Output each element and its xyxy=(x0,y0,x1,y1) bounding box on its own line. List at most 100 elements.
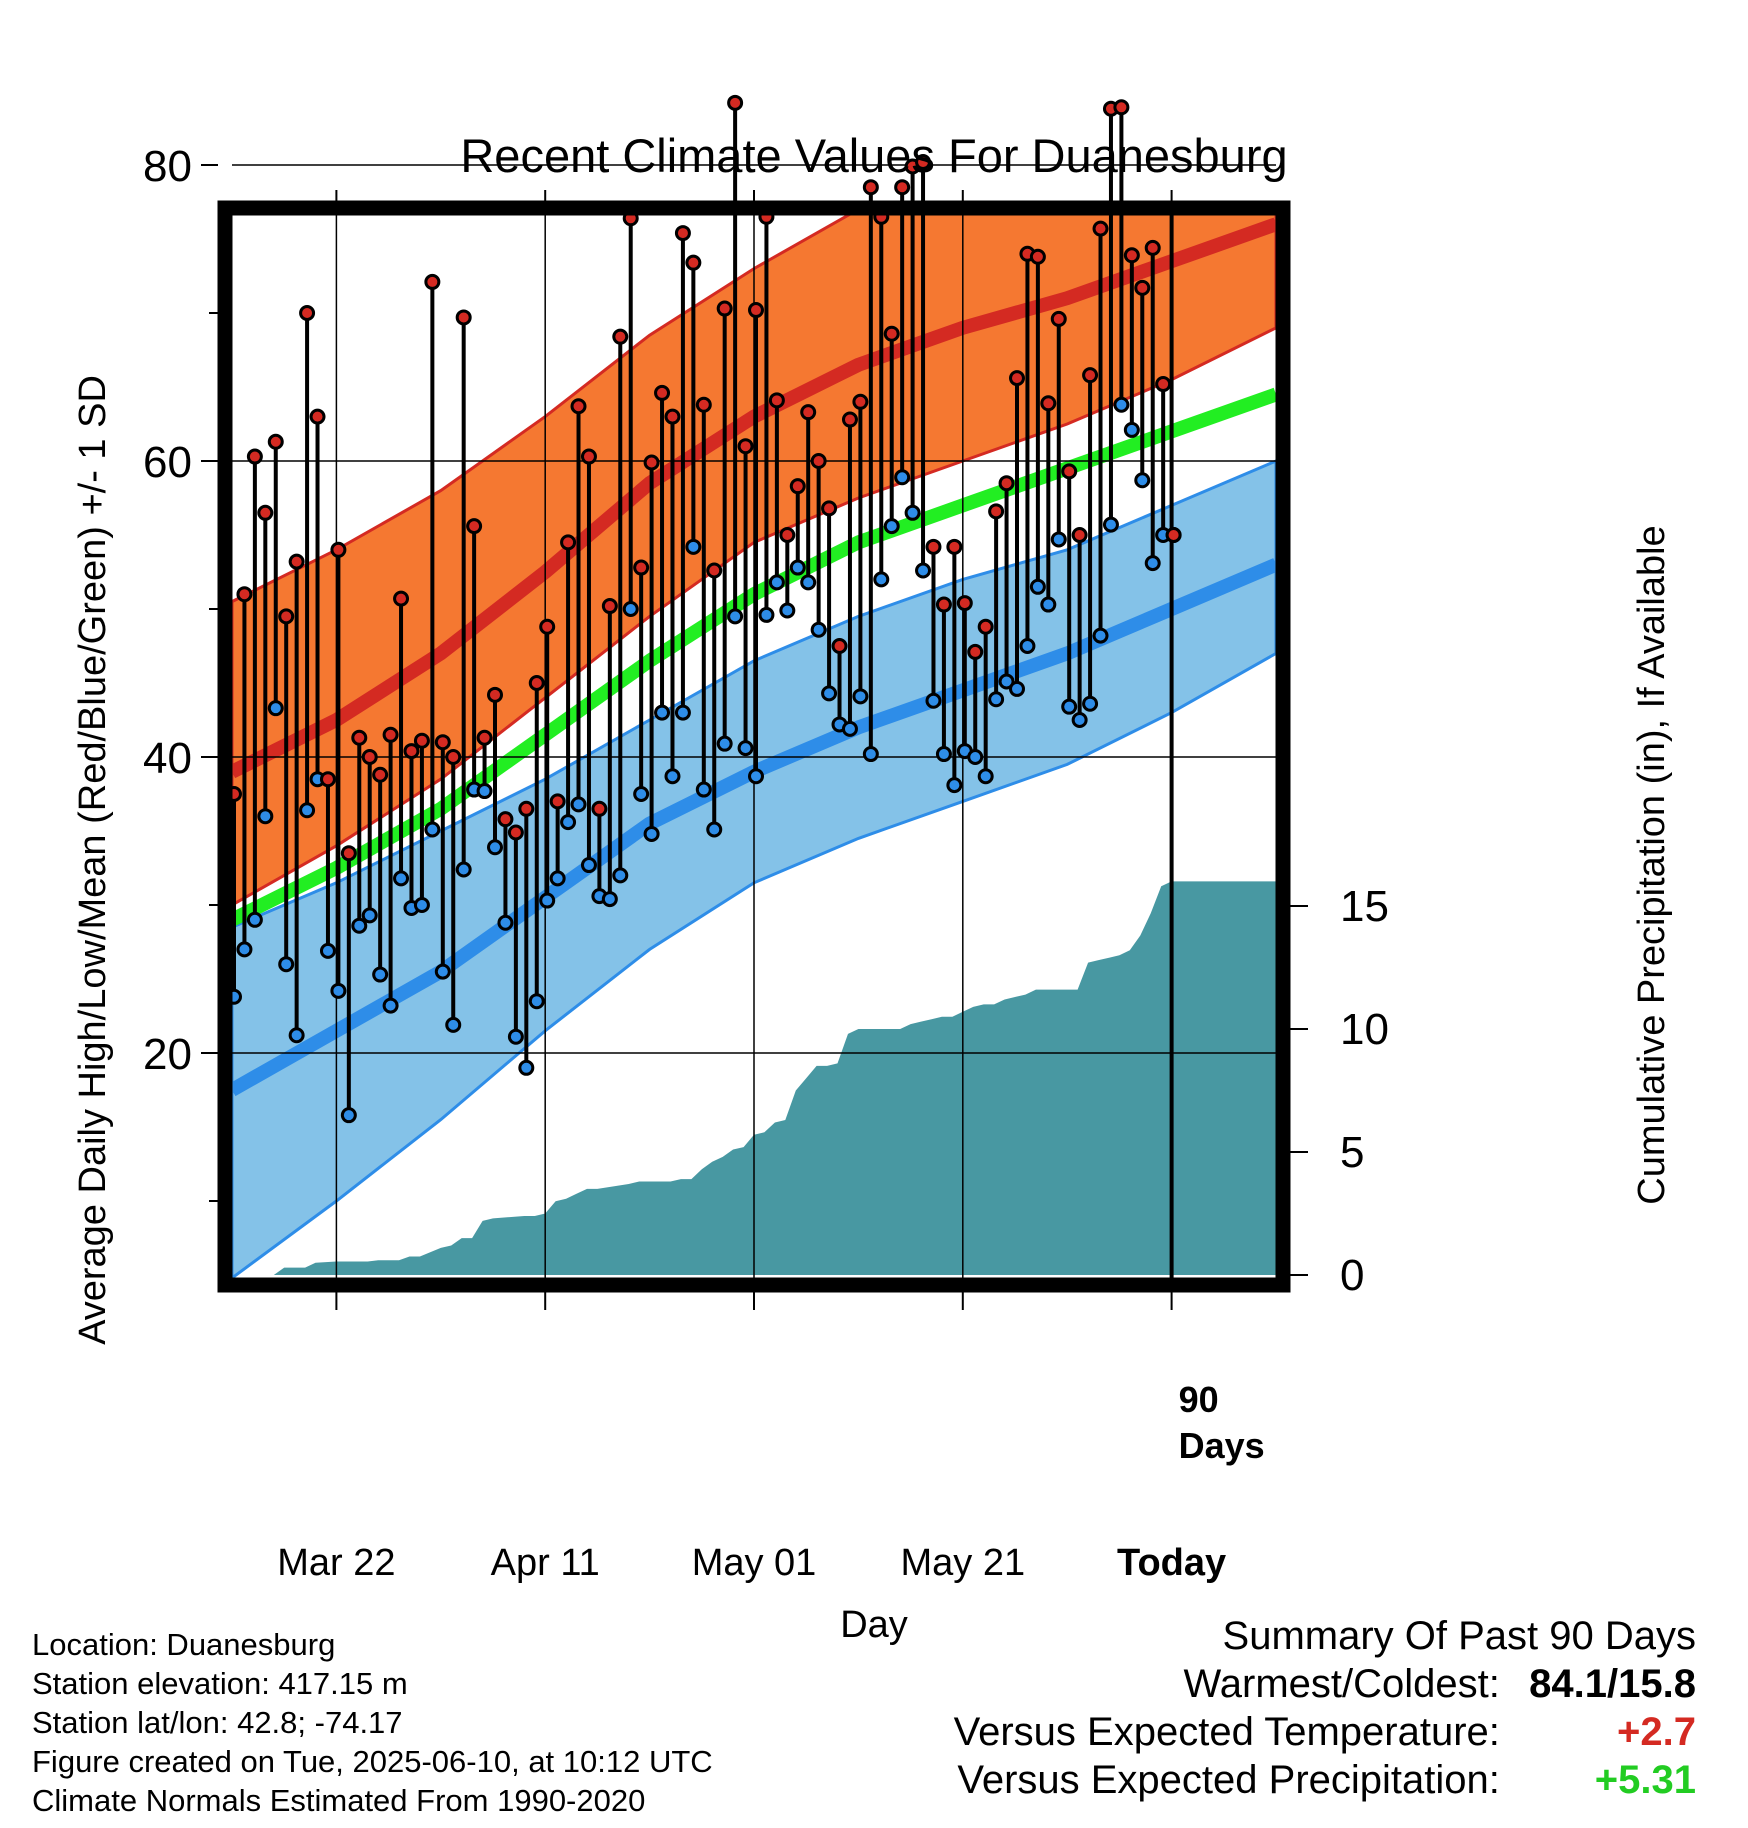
high-temp-point xyxy=(706,562,723,579)
high-temp-point xyxy=(1155,376,1172,393)
latlon-text: Station lat/lon: 42.8; -74.17 xyxy=(32,1705,403,1740)
low-temp-point xyxy=(560,814,577,831)
high-temp-point xyxy=(1009,370,1025,387)
high-temp-point xyxy=(455,309,472,326)
low-temp-point xyxy=(1144,555,1161,572)
high-temp-point xyxy=(633,559,650,576)
high-temp-point xyxy=(1029,248,1046,265)
high-temp-point xyxy=(1082,367,1099,384)
low-temp-point xyxy=(528,993,545,1010)
high-temp-point xyxy=(612,328,629,345)
summary-title: Summary Of Past 90 Days xyxy=(1222,1614,1696,1658)
low-temp-point xyxy=(549,870,566,887)
low-temp-point xyxy=(643,825,660,842)
high-temp-point xyxy=(580,448,597,465)
high-temp-point xyxy=(664,408,681,425)
x-tick-label: May 01 xyxy=(692,1542,817,1584)
high-temp-point xyxy=(382,726,399,743)
low-temp-point xyxy=(758,606,775,623)
high-temp-point xyxy=(1165,527,1182,543)
low-temp-point xyxy=(351,917,368,934)
elevation-text: Station elevation: 417.15 m xyxy=(32,1666,408,1701)
low-temp-point xyxy=(434,963,451,980)
low-temp-point xyxy=(612,867,629,884)
today-annotation-days: Days xyxy=(1179,1425,1265,1466)
low-temp-point xyxy=(894,469,911,486)
today-annotation-number: 90 xyxy=(1179,1379,1219,1420)
high-temp-point xyxy=(507,824,524,841)
high-temp-point xyxy=(925,538,942,555)
daily-points xyxy=(226,94,1182,1124)
low-temp-point xyxy=(768,574,785,591)
high-temp-point xyxy=(1061,463,1078,480)
low-temp-point xyxy=(883,518,900,535)
high-temp-point xyxy=(267,433,284,450)
low-temp-point xyxy=(1134,472,1151,489)
high-temp-point xyxy=(674,225,691,242)
x-axis-label: Day xyxy=(840,1604,908,1646)
low-temp-point xyxy=(935,746,952,763)
high-temp-point xyxy=(330,541,347,558)
y-tick-label: 20 xyxy=(143,1030,192,1079)
high-temp-point xyxy=(643,454,660,471)
high-temp-point xyxy=(591,800,608,817)
temp-departure-row: Versus Expected Temperature: +2.7 xyxy=(954,1708,1696,1756)
high-temp-point xyxy=(967,643,984,660)
low-temp-point xyxy=(330,982,347,999)
low-temp-point xyxy=(288,1027,305,1044)
created-text: Figure created on Tue, 2025-06-10, at 10… xyxy=(32,1744,713,1779)
high-temp-point xyxy=(768,392,785,409)
y-tick-label: 40 xyxy=(143,734,192,783)
low-temp-point xyxy=(580,857,597,874)
high-temp-point xyxy=(695,396,712,413)
high-temp-point xyxy=(434,734,451,751)
low-temp-point xyxy=(800,574,817,591)
low-temp-point xyxy=(789,559,806,576)
precip-departure-value: +5.31 xyxy=(1594,1758,1696,1802)
precip-departure-row: Versus Expected Precipitation: +5.31 xyxy=(954,1756,1696,1804)
high-temp-point xyxy=(946,538,963,555)
high-temp-point xyxy=(894,179,911,196)
y-axis-label: Average Daily High/Low/Mean (Red/Blue/Gr… xyxy=(72,375,114,1345)
low-temp-point xyxy=(382,997,399,1014)
high-temp-point xyxy=(466,518,483,535)
location-text: Location: Duanesburg xyxy=(32,1627,336,1662)
low-temp-point xyxy=(236,941,253,958)
low-temp-point xyxy=(413,897,430,913)
temp-departure-value: +2.7 xyxy=(1617,1710,1696,1754)
high-temp-point xyxy=(246,448,263,465)
low-temp-point xyxy=(278,956,295,973)
high-temp-point xyxy=(841,411,858,428)
low-temp-point xyxy=(1050,531,1067,548)
warmest-coldest-row: Warmest/Coldest: 84.1/15.8 xyxy=(954,1660,1697,1708)
high-temp-point xyxy=(601,598,618,615)
high-temp-point xyxy=(340,845,357,862)
low-temp-point xyxy=(946,777,963,794)
low-temp-point xyxy=(810,621,827,638)
low-temp-point xyxy=(852,688,869,705)
high-temp-point xyxy=(257,504,274,521)
low-temp-point xyxy=(841,720,858,737)
axes: 20 40 60 80 0 5 10 15 Mar 22 Apr 11 May 01 May 21 To… xyxy=(143,142,1389,1584)
high-temp-point xyxy=(716,300,733,317)
low-temp-point xyxy=(1019,638,1036,654)
warmest-coldest-label: Warmest/Coldest: xyxy=(1183,1662,1500,1706)
high-temp-point xyxy=(998,475,1015,492)
high-temp-point xyxy=(685,254,702,271)
low-temp-point xyxy=(977,768,994,785)
daily-range-bars xyxy=(232,102,1166,1116)
y2-tick-label: 10 xyxy=(1340,1005,1389,1054)
low-temp-point xyxy=(1040,596,1057,613)
high-temp-point xyxy=(497,811,514,828)
chart-title: Recent Climate Values For Duanesburg xyxy=(460,129,1287,182)
low-temp-point xyxy=(1092,627,1109,644)
high-temp-point xyxy=(1071,527,1088,543)
high-temp-point xyxy=(977,618,994,635)
summary-panel: Summary Of Past 90 Days Warmest/Coldest:… xyxy=(954,1612,1696,1804)
x-tick-label: Apr 11 xyxy=(491,1542,600,1584)
low-temp-point xyxy=(654,704,671,721)
low-temp-point xyxy=(695,781,712,798)
low-temp-point xyxy=(246,911,263,928)
low-temp-point xyxy=(779,602,796,619)
high-temp-point xyxy=(1134,279,1151,296)
